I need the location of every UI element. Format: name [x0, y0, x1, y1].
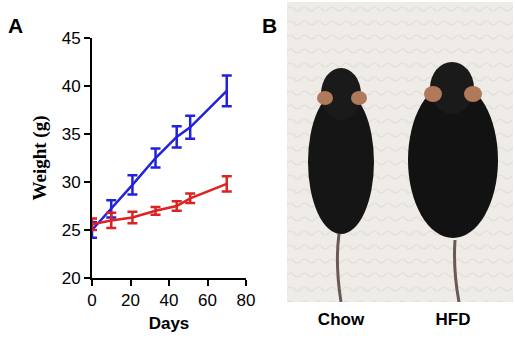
html-text:A: A — [8, 14, 24, 37]
svg-text:25: 25 — [62, 221, 81, 240]
svg-text:20: 20 — [62, 269, 81, 288]
svg-text:0: 0 — [87, 291, 96, 310]
svg-text:40: 40 — [160, 291, 179, 310]
svg-text:30: 30 — [62, 173, 81, 192]
svg-text:35: 35 — [62, 125, 81, 144]
html-text:B: B — [262, 14, 278, 37]
svg-text:Days: Days — [149, 314, 190, 333]
svg-text:45: 45 — [62, 29, 81, 48]
svg-text:80: 80 — [237, 291, 256, 310]
svg-text:60: 60 — [198, 291, 217, 310]
svg-text:Weight (g): Weight (g) — [29, 116, 51, 201]
svg-text:20: 20 — [121, 291, 140, 310]
html-text:Chow: Chow — [317, 310, 365, 329]
html-text:HFD: HFD — [435, 310, 471, 329]
svg-text:40: 40 — [62, 77, 81, 96]
